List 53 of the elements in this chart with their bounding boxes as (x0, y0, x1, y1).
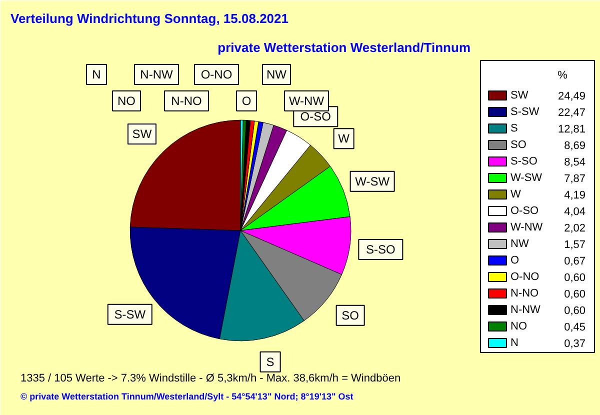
legend-label: S (510, 122, 518, 134)
category-label: N-NO (171, 94, 202, 108)
data-label: 22,47 (558, 107, 586, 119)
slice-label: O-SO (300, 110, 331, 124)
legend-label: SO (510, 139, 527, 151)
legend-label: N-NW (510, 304, 542, 316)
data-label: 0,67 (564, 256, 586, 268)
data-label: 8,69 (564, 140, 586, 152)
chart-subtitle: private Wetterstation Westerland/Tinnum (218, 40, 470, 55)
data-label: 24,49 (558, 90, 586, 102)
slice-label: SO (342, 308, 359, 322)
slice-label: W-SW (355, 174, 390, 188)
data-label: 0,60 (564, 288, 586, 300)
slice-label: W-NW (288, 94, 325, 108)
data-label: 12,81 (558, 124, 586, 136)
legend-label: O-SO (510, 205, 540, 217)
slice-label: S (266, 354, 274, 369)
slice-label: NW (266, 68, 288, 82)
data-label: 7,87 (564, 173, 586, 185)
category-label: N (92, 68, 101, 82)
category-label: N-NW (140, 68, 173, 82)
slice-label: W (338, 132, 350, 146)
data-label: 0,60 (564, 305, 586, 317)
text: © private Wetterstation Tinnum/Westerland/Sylt - 54°54'13" Nord; 8°19'13" Ost (20, 392, 354, 402)
category-label: O (242, 94, 252, 108)
legend-label: W-NW (510, 222, 544, 234)
legend-label: O-NO (510, 271, 540, 283)
data-label: 0,60 (564, 272, 586, 284)
slice-label: S-SW (114, 307, 146, 322)
slice-label: S-SO (366, 242, 396, 256)
category-label: NO (118, 94, 136, 108)
chart-title: Verteilung Windrichtung Sonntag, 15.08.2021 (10, 11, 288, 26)
data-label: 8,54 (564, 156, 586, 168)
legend-label: S-SW (510, 106, 540, 118)
legend-label: W (510, 188, 522, 200)
data-label: 2,02 (564, 222, 586, 234)
data-label: 4,04 (564, 206, 586, 218)
text: 1335 / 105 Werte -> 7.3% Windstille - Ø 5,3km/h - Max. 38,6km/h = Windböen (20, 372, 401, 384)
legend-label: N (510, 337, 518, 349)
legend-title: % (558, 70, 568, 82)
data-label: 0,37 (564, 338, 586, 350)
legend-label: NO (510, 320, 528, 332)
legend-label: SW (510, 90, 529, 102)
data-label: 1,57 (564, 239, 586, 251)
legend-label: O (510, 254, 520, 266)
legend-label: N-NO (510, 288, 540, 300)
slice-label: SW (132, 126, 152, 141)
legend-label: W-SW (510, 172, 543, 184)
legend-label: NW (510, 238, 530, 250)
data-label: 4,19 (564, 190, 586, 202)
category-label: O-NO (200, 68, 232, 82)
legend-label: S-SO (510, 156, 538, 168)
data-label: 0,45 (564, 322, 586, 334)
